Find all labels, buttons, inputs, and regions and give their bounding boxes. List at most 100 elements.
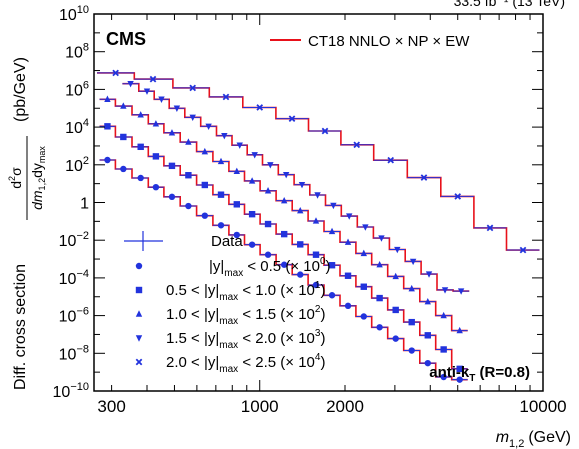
legend-label-2-part-4: 1 <box>315 280 321 291</box>
theory-legend: CT18 NNLO × NP × EW <box>270 33 470 50</box>
x-axis-label: m1,2 (GeV) <box>496 429 571 449</box>
data-point-5-10-b <box>420 174 428 181</box>
y-axis-label: Diff. cross section d2σ dm1,2dymax (pb/G… <box>7 57 47 390</box>
y-tick-exp: 4 <box>83 117 89 129</box>
theory-legend-label: CT18 NNLO × NP × EW <box>308 33 470 50</box>
data-point-1-19 <box>392 335 399 342</box>
y-tick-label-100000000: 108 <box>65 42 89 62</box>
y-tick-label-1e-10: 10−10 <box>53 381 89 401</box>
legend-label-1-part-3: < 0.5 (× 10 <box>243 258 320 275</box>
legend-data-label: Data <box>211 233 243 250</box>
y-tick-exp: −10 <box>70 381 89 393</box>
data-point-4-4 <box>173 105 181 112</box>
y-tick-label-1000000: 106 <box>65 79 89 99</box>
data-point-5-13 <box>519 246 527 254</box>
legend-label-2: 0.5 < |y|max < 1.0 (× 101) <box>166 280 325 303</box>
data-point-4-15 <box>346 213 353 220</box>
data-point-3-21 <box>424 297 431 305</box>
y-num-sigma: σ <box>8 167 24 176</box>
data-point-2-21 <box>424 332 431 339</box>
x-axis-label-unit: (GeV) <box>528 429 571 446</box>
y-num-d: d <box>8 181 24 189</box>
data-point-3-17 <box>360 249 367 257</box>
y-den-sub: 1,2 <box>37 178 47 191</box>
legend-label-5: 2.0 < |y|max < 2.5 (× 104) <box>166 352 325 375</box>
x-tick-label-10000: 10000 <box>519 397 566 416</box>
data-point-1-22 <box>440 373 447 381</box>
y-tick-exp: −8 <box>76 343 89 355</box>
data-point-4-10 <box>267 162 274 169</box>
data-point-5-9 <box>387 156 395 164</box>
data-point-5-11 <box>454 193 462 200</box>
y-tick-label-1e-8: 10−8 <box>59 343 89 363</box>
data-point-5-7-b <box>321 127 329 135</box>
data-point-5-2 <box>149 75 157 83</box>
data-point-2-18 <box>376 294 383 302</box>
data-point-2-20 <box>408 318 415 326</box>
data-point-1-10 <box>248 241 256 248</box>
annotation-main: anti-k <box>429 364 470 381</box>
data-point-3-19 <box>392 272 399 280</box>
y-den-sub2: max <box>37 146 47 164</box>
data-point-1-4 <box>152 183 160 191</box>
data-point-4-19 <box>409 258 417 266</box>
data-point-2-16 <box>344 272 352 279</box>
y-tick-label-0.0001: 10−4 <box>59 268 89 288</box>
legend-marker-3 <box>135 310 143 317</box>
data-point-2-7 <box>201 181 209 189</box>
data-point-3-2 <box>120 102 127 109</box>
data-point-1-7 <box>201 212 209 219</box>
data-point-1-13 <box>297 271 304 278</box>
data-point-3-13 <box>297 206 304 214</box>
legend-label-5-part-3: < 2.5 (× 10 <box>238 354 315 371</box>
annotation-rest: (R=0.8) <box>475 364 530 381</box>
data-point-4-21 <box>441 287 449 294</box>
data-point-5-9-b <box>387 156 395 164</box>
data-point-2-19 <box>392 306 399 314</box>
y-tick-label-10000: 104 <box>65 117 89 137</box>
data-point-4-20 <box>425 271 433 278</box>
data-point-5-10 <box>420 174 428 181</box>
data-point-1-12 <box>280 261 288 268</box>
data-point-3-22 <box>440 311 447 319</box>
legend-label-5-part-5: ) <box>320 354 325 371</box>
data-point-1-17 <box>360 313 367 320</box>
data-point-3-7 <box>201 147 209 155</box>
x-tick-label-300: 300 <box>97 397 125 416</box>
legend-label-4-part-3: < 2.0 (× 10 <box>238 330 315 347</box>
data-point-3-5 <box>168 129 176 136</box>
data-point-5-4 <box>222 93 230 101</box>
y-tick-exp: −4 <box>76 268 89 280</box>
x-tick-label-2000: 2000 <box>326 397 364 416</box>
legend-marker-5 <box>135 358 143 366</box>
data-point-3-1 <box>104 95 111 102</box>
legend-label-3-part-1: 1.0 < |y| <box>166 306 219 323</box>
data-point-2-3 <box>137 143 144 151</box>
data-point-3-4 <box>152 120 160 127</box>
legend-label-1-part-5: ) <box>326 258 331 275</box>
y-tick-base: 10 <box>65 158 83 175</box>
legend-label-1-part-1: |y| <box>209 258 224 275</box>
data-point-5-1-b <box>112 69 119 77</box>
data-point-5-4-b <box>222 93 230 101</box>
data-point-4-1 <box>127 81 134 88</box>
data-point-4-11 <box>282 171 290 179</box>
legend-label-4-part-1: 1.5 < |y| <box>166 330 219 347</box>
legend-label-4-part-4: 3 <box>315 328 321 339</box>
legend-label-3-part-3: < 1.5 (× 10 <box>238 306 315 323</box>
experiment-label: CMS <box>106 29 146 49</box>
data-point-3-10 <box>248 177 256 184</box>
theory-curve-4 <box>122 82 470 292</box>
y-tick-exp: 2 <box>83 155 89 167</box>
tick-labels: 300 1000 2000 1000010−1010−810−610−410−2110… <box>53 4 567 416</box>
data-point-2-1 <box>104 123 111 130</box>
y-tick-exp: −6 <box>76 306 89 318</box>
data-point-4-18 <box>394 246 401 254</box>
y-num-sup: 2 <box>7 176 17 181</box>
jet-algorithm-annotation: anti-kT (R=0.8) <box>429 364 530 384</box>
data-point-5-8 <box>353 141 361 149</box>
data-point-2-15 <box>328 262 336 269</box>
data-point-2-4 <box>152 153 160 160</box>
data-point-4-3 <box>158 96 165 103</box>
